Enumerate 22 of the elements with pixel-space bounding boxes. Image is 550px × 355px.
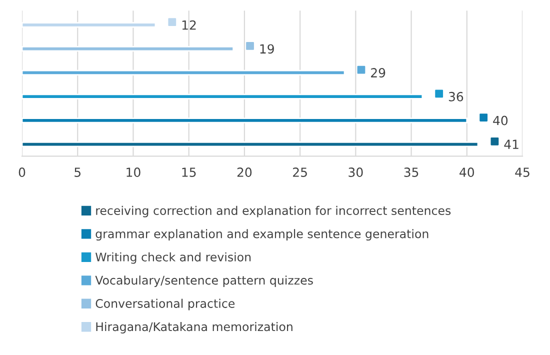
data-label: 29: [371, 68, 386, 78]
legend-label: Vocabulary/sentence pattern quizzes: [95, 276, 313, 287]
x-tick-label: 25: [293, 168, 307, 177]
x-tick-label: 10: [126, 168, 140, 177]
x-tick-label: 15: [182, 168, 196, 177]
legend-label: receiving correction and explanation for incorrect sentences: [96, 206, 451, 218]
x-tick-label: 5: [74, 168, 80, 177]
data-label: 12: [182, 20, 196, 30]
legend-label: Conversational practice: [96, 298, 235, 310]
x-tick-label: 45: [515, 168, 530, 177]
legend-label: Writing check and revision: [96, 252, 251, 264]
data-label: 36: [448, 92, 464, 102]
data-label: 19: [260, 44, 274, 54]
x-tick-label: 0: [18, 168, 26, 177]
data-label: 41: [504, 140, 518, 149]
legend-label: grammar explanation and example sentence generation: [96, 229, 428, 241]
data-label: 40: [493, 116, 508, 126]
x-tick-label: 30: [348, 168, 363, 177]
x-tick-label: 20: [237, 168, 252, 177]
x-tick-label: 40: [460, 168, 474, 177]
legend-label: Hiragana/Katakana memorization: [96, 322, 292, 334]
x-tick-label: 35: [404, 168, 418, 177]
